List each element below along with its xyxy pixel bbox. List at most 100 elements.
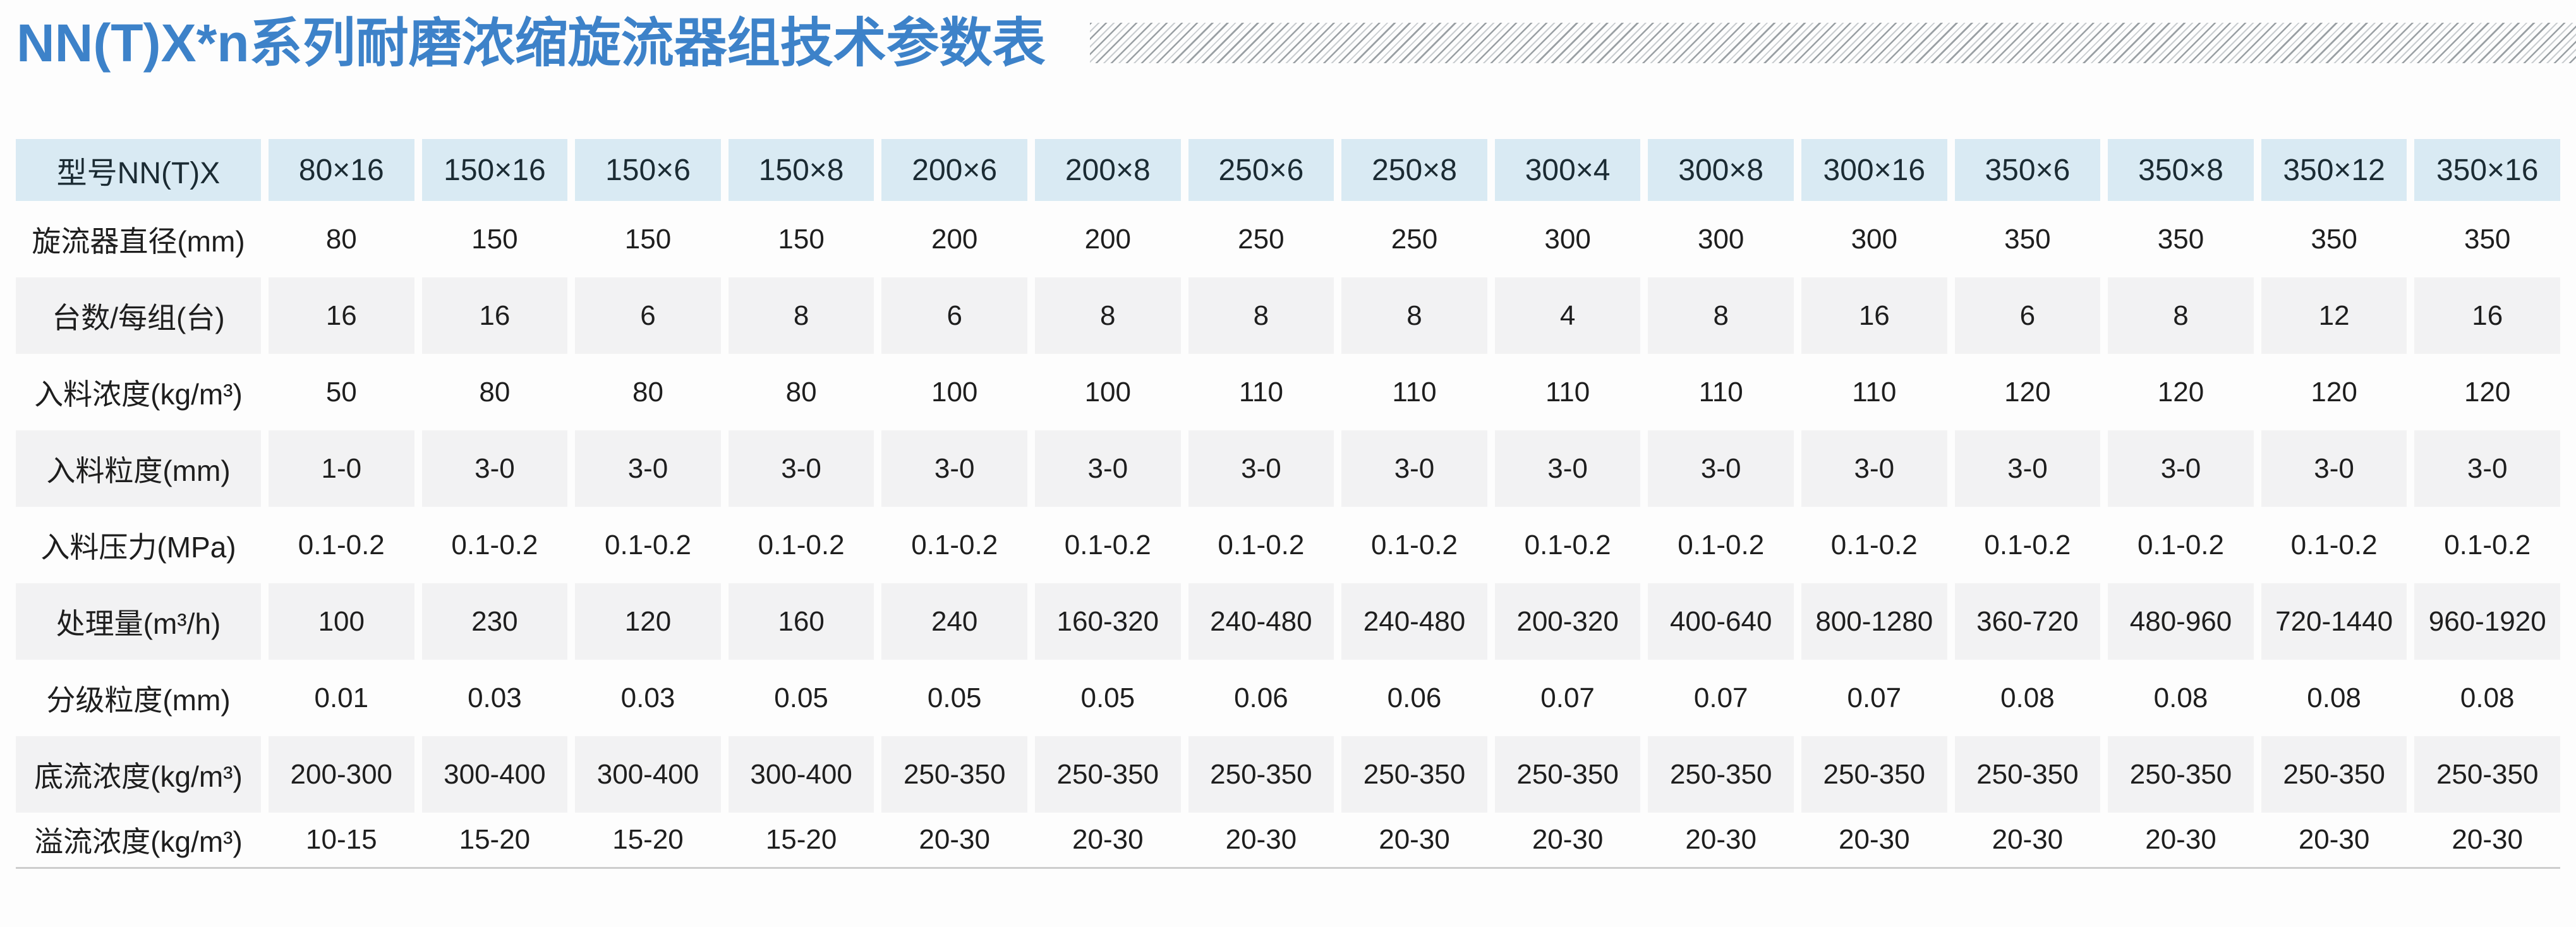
value-cell: 250-350 bbox=[1341, 736, 1487, 813]
value-cell: 80 bbox=[325, 223, 357, 255]
value-cell: 20-30 bbox=[2298, 824, 2370, 855]
value-cell: 0.05 bbox=[927, 682, 982, 713]
value-cell: 50 bbox=[325, 376, 357, 408]
table-row: 台数/每组(台) 16 16 6 8 6 8 8 8 4 8 16 6 8 12 16 bbox=[16, 277, 2560, 354]
value-cell: 20-30 bbox=[1839, 824, 1910, 855]
value-cell: 350 bbox=[2311, 223, 2357, 255]
value-cell: 0.05 bbox=[774, 682, 828, 713]
value-cell: 20-30 bbox=[2145, 824, 2216, 855]
value-cell: 0.1-0.2 bbox=[1524, 529, 1611, 560]
value-cell: 1-0 bbox=[269, 430, 414, 507]
row-label: 处理量(m³/h) bbox=[16, 583, 261, 660]
value-cell: 20-30 bbox=[1532, 824, 1604, 855]
value-cell: 15-20 bbox=[459, 824, 531, 855]
value-cell: 250-350 bbox=[1801, 736, 1947, 813]
table-row: 旋流器直径(mm) 80 150 150 150 200 200 250 250 300 300 30… bbox=[16, 201, 2560, 277]
value-cell: 3-0 bbox=[1188, 430, 1334, 507]
value-cell: 120 bbox=[2311, 376, 2357, 408]
row-label: 台数/每组(台) bbox=[16, 277, 261, 354]
value-cell: 3-0 bbox=[728, 430, 874, 507]
value-cell: 8 bbox=[728, 277, 874, 354]
value-cell: 8 bbox=[1188, 277, 1334, 354]
value-cell: 250-350 bbox=[2261, 736, 2407, 813]
header-model-label: 型号NN(T)X bbox=[16, 139, 261, 201]
value-cell: 110 bbox=[1545, 376, 1590, 408]
value-cell: 110 bbox=[1238, 376, 1283, 408]
value-cell: 400-640 bbox=[1648, 583, 1794, 660]
value-cell: 0.08 bbox=[2307, 682, 2361, 713]
value-cell: 15-20 bbox=[612, 824, 684, 855]
value-cell: 100 bbox=[931, 376, 978, 408]
value-cell: 250 bbox=[1391, 223, 1438, 255]
table-row: 处理量(m³/h) 100 230 120 160 240 160-320 240-480 24… bbox=[16, 583, 2560, 660]
header-cell: 250×6 bbox=[1188, 139, 1334, 201]
value-cell: 16 bbox=[1801, 277, 1947, 354]
value-cell: 120 bbox=[575, 583, 721, 660]
value-cell: 8 bbox=[1035, 277, 1181, 354]
value-cell: 8 bbox=[2108, 277, 2254, 354]
value-cell: 240 bbox=[881, 583, 1027, 660]
row-label: 入料压力(MPa) bbox=[40, 530, 236, 564]
value-cell: 250-350 bbox=[1954, 736, 2101, 813]
value-cell: 150 bbox=[778, 223, 825, 255]
value-cell: 80 bbox=[632, 376, 663, 408]
value-cell: 0.08 bbox=[2000, 682, 2055, 713]
value-cell: 0.1-0.2 bbox=[2290, 529, 2378, 560]
row-label: 底流浓度(kg/m³) bbox=[16, 736, 261, 813]
value-cell: 300-400 bbox=[728, 736, 874, 813]
value-cell: 160-320 bbox=[1035, 583, 1181, 660]
value-cell: 0.01 bbox=[314, 682, 369, 713]
value-cell: 250-350 bbox=[1188, 736, 1334, 813]
diagonal-hatch-decoration bbox=[1089, 23, 2576, 63]
value-cell: 110 bbox=[1698, 376, 1743, 408]
value-cell: 300-400 bbox=[421, 736, 568, 813]
value-cell: 15-20 bbox=[765, 824, 837, 855]
header-cell: 150×6 bbox=[575, 139, 721, 201]
value-cell: 960-1920 bbox=[2414, 583, 2560, 660]
row-label: 入料浓度(kg/m³) bbox=[34, 377, 243, 411]
value-cell: 300 bbox=[1544, 223, 1591, 255]
value-cell: 250-350 bbox=[2108, 736, 2254, 813]
value-cell: 0.1-0.2 bbox=[1218, 529, 1305, 560]
header-cell: 350×12 bbox=[2261, 139, 2407, 201]
row-label: 分级粒度(mm) bbox=[46, 683, 231, 717]
value-cell: 3-0 bbox=[2261, 430, 2407, 507]
value-cell: 120 bbox=[2004, 376, 2051, 408]
value-cell: 200-320 bbox=[1494, 583, 1641, 660]
value-cell: 300 bbox=[1697, 223, 1745, 255]
value-cell: 240-480 bbox=[1341, 583, 1487, 660]
value-cell: 250-350 bbox=[881, 736, 1027, 813]
value-cell: 6 bbox=[575, 277, 721, 354]
header-cell: 150×8 bbox=[728, 139, 874, 201]
value-cell: 0.1-0.2 bbox=[298, 529, 385, 560]
value-cell: 250 bbox=[1238, 223, 1285, 255]
value-cell: 0.1-0.2 bbox=[2444, 529, 2531, 560]
value-cell: 100 bbox=[269, 583, 414, 660]
header-cell: 200×6 bbox=[881, 139, 1027, 201]
value-cell: 100 bbox=[1084, 376, 1131, 408]
row-label: 入料粒度(mm) bbox=[16, 430, 261, 507]
value-cell: 0.08 bbox=[2460, 682, 2515, 713]
value-cell: 0.1-0.2 bbox=[1371, 529, 1458, 560]
value-cell: 0.1-0.2 bbox=[1984, 529, 2071, 560]
table-row: 入料压力(MPa) 0.1-0.2 0.1-0.2 0.1-0.2 0.1-0.2 0.1… bbox=[16, 507, 2560, 583]
value-cell: 20-30 bbox=[1685, 824, 1757, 855]
value-cell: 20-30 bbox=[1992, 824, 2064, 855]
value-cell: 110 bbox=[1852, 376, 1897, 408]
value-cell: 3-0 bbox=[575, 430, 721, 507]
value-cell: 3-0 bbox=[1494, 430, 1641, 507]
value-cell: 0.1-0.2 bbox=[451, 529, 538, 560]
value-cell: 250-350 bbox=[1494, 736, 1641, 813]
value-cell: 3-0 bbox=[1954, 430, 2101, 507]
value-cell: 80 bbox=[479, 376, 511, 408]
value-cell: 16 bbox=[269, 277, 414, 354]
value-cell: 200-300 bbox=[269, 736, 414, 813]
table-row: 入料浓度(kg/m³) 50 80 80 80 100 100 110 110 110 110 110… bbox=[16, 354, 2560, 430]
value-cell: 0.1-0.2 bbox=[1678, 529, 1765, 560]
value-cell: 0.03 bbox=[620, 682, 675, 713]
table-header-row: 型号NN(T)X 80×16 150×16 150×6 150×8 200×6 200×8 2… bbox=[16, 139, 2560, 201]
value-cell: 20-30 bbox=[1072, 824, 1144, 855]
value-cell: 200 bbox=[931, 223, 978, 255]
value-cell: 0.07 bbox=[1693, 682, 1748, 713]
value-cell: 0.07 bbox=[1847, 682, 1902, 713]
